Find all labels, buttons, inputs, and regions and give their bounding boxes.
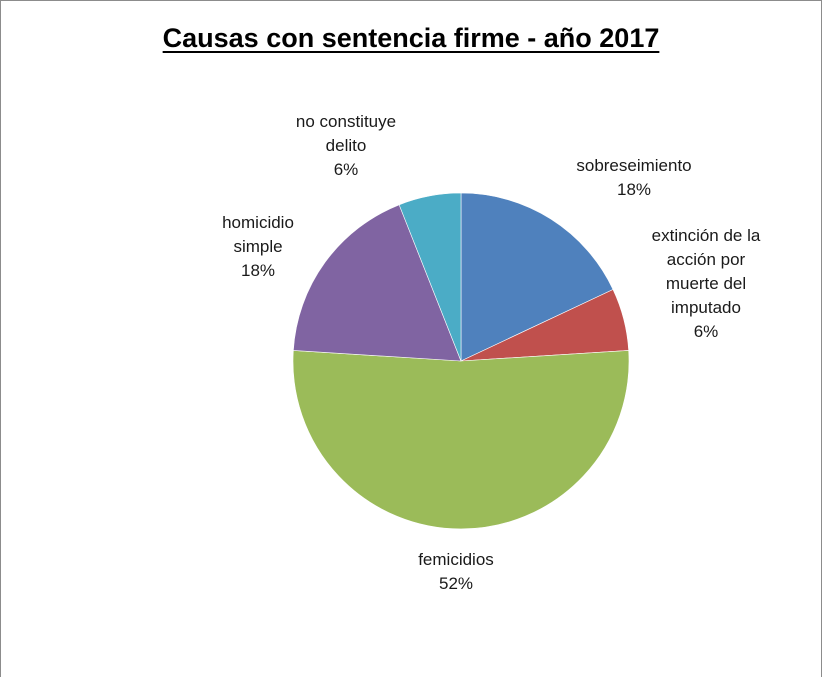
slice-label-femicidios: femicidios 52% [418, 550, 494, 593]
slice-label-no-constituye: no constituye delito 6% [295, 112, 397, 179]
slice-label-sobreseimiento: sobreseimiento 18% [576, 156, 692, 199]
slice-label-homicidio: homicidio simple 18% [222, 213, 294, 280]
pie-slice-0 [460, 192, 614, 362]
pie-slice-3 [293, 204, 462, 362]
chart-title: Causas con sentencia firme - año 2017 [162, 23, 660, 53]
pie-slice-4 [398, 192, 462, 362]
pie-slice-2 [292, 350, 630, 530]
slice-label-extincion: extinción de la acción por muerte del im… [651, 226, 761, 341]
